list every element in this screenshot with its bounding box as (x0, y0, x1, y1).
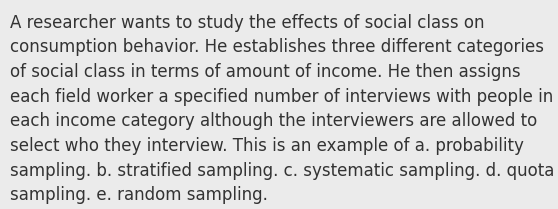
Text: select who they interview. This is an example of a. probability: select who they interview. This is an ex… (10, 137, 524, 155)
Text: each income category although the interviewers are allowed to: each income category although the interv… (10, 112, 537, 130)
Text: sampling. b. stratified sampling. c. systematic sampling. d. quota: sampling. b. stratified sampling. c. sys… (10, 162, 555, 180)
Text: of social class in terms of amount of income. He then assigns: of social class in terms of amount of in… (10, 63, 521, 81)
Text: sampling. e. random sampling.: sampling. e. random sampling. (10, 186, 268, 204)
Text: A researcher wants to study the effects of social class on: A researcher wants to study the effects … (10, 14, 484, 32)
Text: consumption behavior. He establishes three different categories: consumption behavior. He establishes thr… (10, 38, 544, 56)
Text: each field worker a specified number of interviews with people in: each field worker a specified number of … (10, 88, 554, 106)
